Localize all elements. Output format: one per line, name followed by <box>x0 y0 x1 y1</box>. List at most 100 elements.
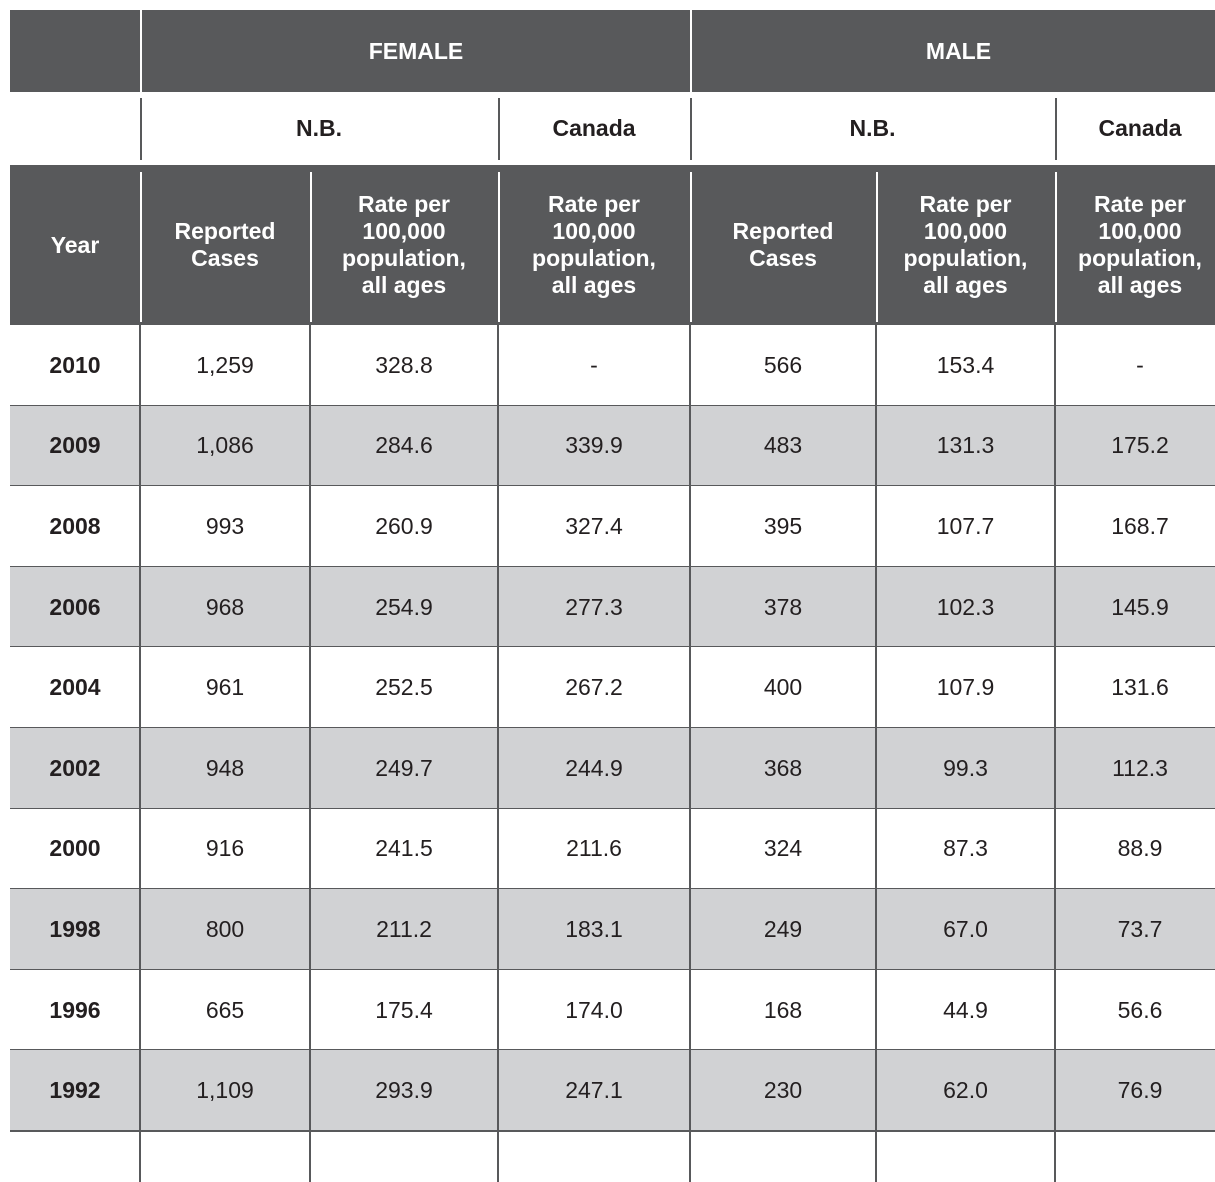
column-line <box>689 325 691 1182</box>
data-cell: 948 <box>140 728 310 809</box>
data-cell: 800 <box>140 889 310 970</box>
data-cell: - <box>1055 325 1215 406</box>
data-cell: 267.2 <box>498 647 690 728</box>
data-cell: 1,086 <box>140 405 310 487</box>
data-cell: 131.6 <box>1055 647 1215 728</box>
data-cell: 168 <box>690 969 876 1051</box>
year-cell: 2009 <box>10 405 140 487</box>
separator <box>498 98 500 160</box>
year-cell: 2002 <box>10 728 140 809</box>
data-cell: 131.3 <box>876 405 1055 487</box>
data-cell: 87.3 <box>876 808 1055 890</box>
data-cell: 378 <box>690 566 876 648</box>
separator <box>498 172 500 322</box>
data-cell: 88.9 <box>1055 808 1215 890</box>
data-cell: 284.6 <box>310 405 498 487</box>
column-line <box>139 325 141 1182</box>
column-line <box>309 325 311 1182</box>
data-cell: 993 <box>140 486 310 567</box>
data-cell: 211.6 <box>498 808 690 890</box>
data-cell: 168.7 <box>1055 486 1215 567</box>
separator <box>1055 98 1057 160</box>
year-cell: 1992 <box>10 1050 140 1131</box>
subgroup-header: N.B. <box>296 115 342 141</box>
data-cell: 277.3 <box>498 566 690 648</box>
data-cell: 230 <box>690 1050 876 1131</box>
separator <box>310 172 312 322</box>
year-cell: 1996 <box>10 969 140 1051</box>
year-cell: 2008 <box>10 486 140 567</box>
column-header: Rate per 100,000 population, all ages <box>498 165 690 325</box>
column-header: Rate per 100,000 population, all ages <box>1055 165 1215 325</box>
data-cell: 175.2 <box>1055 405 1215 487</box>
data-cell: 107.7 <box>876 486 1055 567</box>
year-cell: 2000 <box>10 808 140 890</box>
data-cell: 249.7 <box>310 728 498 809</box>
data-cell: 1,109 <box>140 1050 310 1131</box>
data-cell: 665 <box>140 969 310 1051</box>
data-cell: 260.9 <box>310 486 498 567</box>
data-cell: 339.9 <box>498 405 690 487</box>
year-cell: 2006 <box>10 566 140 648</box>
column-header: Rate per 100,000 population, all ages <box>876 165 1055 325</box>
column-header: Rate per 100,000 population, all ages <box>310 165 498 325</box>
data-cell: 249 <box>690 889 876 970</box>
separator <box>876 172 878 322</box>
data-cell: 241.5 <box>310 808 498 890</box>
separator <box>140 172 142 322</box>
year-cell: 1998 <box>10 889 140 970</box>
column-line <box>497 325 499 1182</box>
data-cell: 175.4 <box>310 969 498 1051</box>
separator <box>690 98 692 160</box>
subgroup-header: Canada <box>1098 115 1182 141</box>
data-cell: 99.3 <box>876 728 1055 809</box>
data-cell: 73.7 <box>1055 889 1215 970</box>
row-line <box>10 1130 1215 1132</box>
year-cell: 2010 <box>10 325 140 406</box>
data-cell: 566 <box>690 325 876 406</box>
separator <box>690 172 692 322</box>
data-cell: 56.6 <box>1055 969 1215 1051</box>
data-cell: 400 <box>690 647 876 728</box>
year-cell: 2004 <box>10 647 140 728</box>
separator <box>140 98 142 160</box>
data-cell: 107.9 <box>876 647 1055 728</box>
data-cell: 112.3 <box>1055 728 1215 809</box>
data-cell: 1,259 <box>140 325 310 406</box>
row-tail <box>10 1131 1215 1182</box>
data-cell: 293.9 <box>310 1050 498 1131</box>
data-cell: 324 <box>690 808 876 890</box>
data-cell: 252.5 <box>310 647 498 728</box>
data-cell: 327.4 <box>498 486 690 567</box>
data-cell: 145.9 <box>1055 566 1215 648</box>
header-blank <box>10 10 140 92</box>
column-line <box>1054 325 1056 1182</box>
data-cell: - <box>498 325 690 406</box>
data-cell: 153.4 <box>876 325 1055 406</box>
column-header: Reported Cases <box>140 165 310 325</box>
data-cell: 483 <box>690 405 876 487</box>
data-cell: 244.9 <box>498 728 690 809</box>
data-cell: 211.2 <box>310 889 498 970</box>
separator <box>1055 172 1057 322</box>
column-header: Reported Cases <box>690 165 876 325</box>
data-cell: 247.1 <box>498 1050 690 1131</box>
subgroup-header: N.B. <box>849 115 896 141</box>
data-cell: 76.9 <box>1055 1050 1215 1131</box>
data-cell: 44.9 <box>876 969 1055 1051</box>
subgroup-header: Canada <box>552 115 636 141</box>
data-cell: 183.1 <box>498 889 690 970</box>
group-header: FEMALE <box>142 10 690 92</box>
data-cell: 961 <box>140 647 310 728</box>
data-cell: 62.0 <box>876 1050 1055 1131</box>
data-cell: 328.8 <box>310 325 498 406</box>
data-cell: 968 <box>140 566 310 648</box>
column-header: Year <box>10 165 140 325</box>
group-header: MALE <box>692 10 1215 92</box>
data-cell: 368 <box>690 728 876 809</box>
data-cell: 254.9 <box>310 566 498 648</box>
column-line <box>875 325 877 1182</box>
data-cell: 67.0 <box>876 889 1055 970</box>
data-cell: 395 <box>690 486 876 567</box>
